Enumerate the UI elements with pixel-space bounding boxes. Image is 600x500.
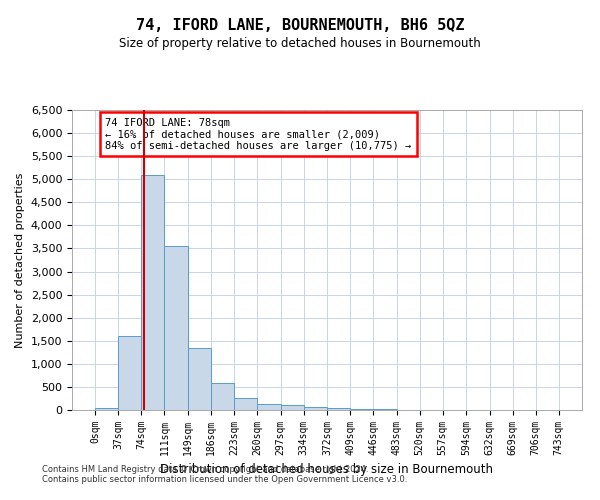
Bar [211, 383, 235, 410]
Bar [164, 246, 188, 410]
Text: Size of property relative to detached houses in Bournemouth: Size of property relative to detached ho… [119, 38, 481, 51]
Bar [95, 408, 118, 410]
Bar [328, 408, 350, 410]
Text: 74, IFORD LANE, BOURNEMOUTH, BH6 5QZ: 74, IFORD LANE, BOURNEMOUTH, BH6 5QZ [136, 18, 464, 32]
Bar [350, 408, 373, 410]
Bar [188, 348, 211, 410]
Bar [257, 404, 281, 410]
Bar [235, 398, 257, 410]
Text: 74 IFORD LANE: 78sqm
← 16% of detached houses are smaller (2,009)
84% of semi-de: 74 IFORD LANE: 78sqm ← 16% of detached h… [105, 118, 412, 150]
Bar [281, 406, 304, 410]
Text: Contains HM Land Registry data © Crown copyright and database right 2024.: Contains HM Land Registry data © Crown c… [42, 466, 368, 474]
X-axis label: Distribution of detached houses by size in Bournemouth: Distribution of detached houses by size … [161, 464, 493, 476]
Bar [142, 174, 164, 410]
Text: Contains public sector information licensed under the Open Government Licence v3: Contains public sector information licen… [42, 475, 407, 484]
Bar [118, 336, 142, 410]
Y-axis label: Number of detached properties: Number of detached properties [15, 172, 25, 348]
Bar [304, 407, 328, 410]
